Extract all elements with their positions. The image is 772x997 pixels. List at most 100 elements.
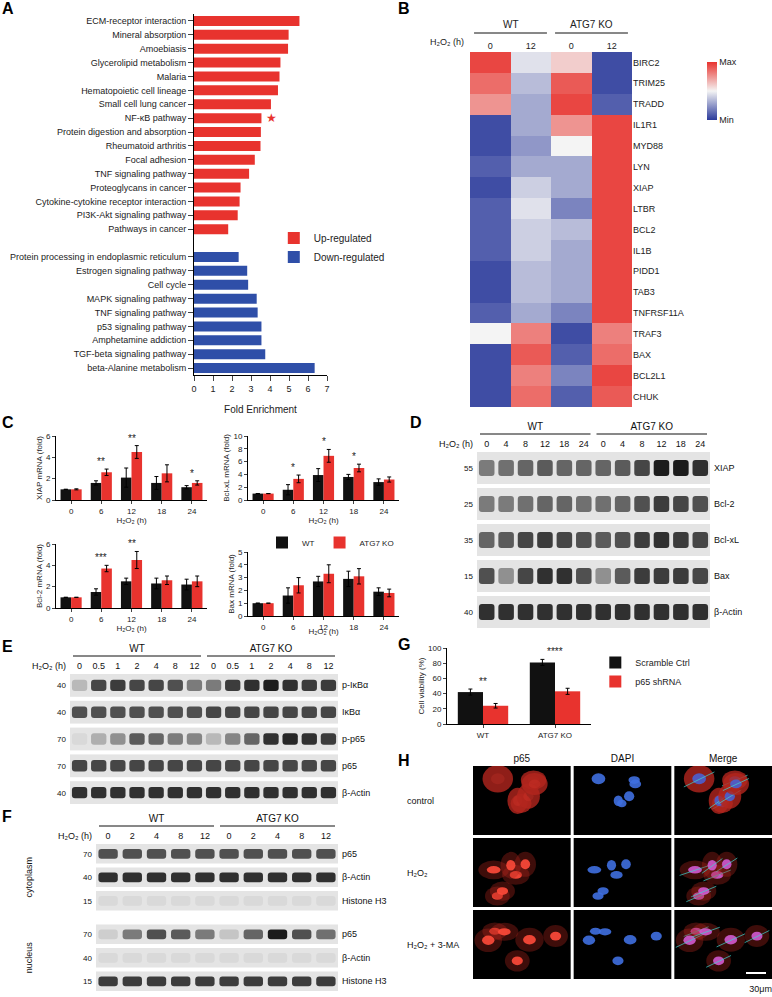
- svg-text:15: 15: [83, 977, 92, 986]
- svg-text:40: 40: [464, 608, 473, 617]
- svg-text:0: 0: [484, 439, 489, 449]
- svg-text:35: 35: [464, 536, 473, 545]
- svg-text:Small cell lung cancer: Small cell lung cancer: [99, 99, 187, 109]
- svg-text:Malaria: Malaria: [157, 72, 187, 82]
- svg-text:20: 20: [432, 705, 441, 714]
- svg-text:ATG7 KO: ATG7 KO: [250, 643, 293, 654]
- svg-text:Bcl-xL mRNA (fold): Bcl-xL mRNA (fold): [222, 434, 231, 502]
- svg-text:80: 80: [432, 659, 441, 668]
- svg-text:12: 12: [319, 507, 328, 516]
- svg-text:6: 6: [291, 507, 296, 516]
- svg-text:4: 4: [238, 470, 243, 479]
- svg-text:Protein digestion and absorpti: Protein digestion and absorption: [57, 127, 186, 137]
- svg-text:H₂O₂ (h): H₂O₂ (h): [116, 624, 147, 633]
- svg-text:30μm: 30μm: [749, 984, 772, 994]
- svg-text:Bcl-2 mRNA (fold): Bcl-2 mRNA (fold): [35, 544, 44, 608]
- svg-text:12: 12: [319, 623, 328, 632]
- svg-text:Fold Enrichment: Fold Enrichment: [224, 404, 297, 415]
- svg-text:NF-κB pathway: NF-κB pathway: [125, 113, 187, 123]
- svg-text:beta-Alanine metabolism: beta-Alanine metabolism: [87, 363, 186, 373]
- svg-text:70: 70: [83, 930, 92, 939]
- svg-text:Bax mRNA (fold): Bax mRNA (fold): [227, 554, 236, 614]
- svg-text:H₂O₂ + 3-MA: H₂O₂ + 3-MA: [407, 940, 459, 950]
- svg-text:Mineral absorption: Mineral absorption: [112, 30, 186, 40]
- svg-text:★: ★: [266, 111, 277, 125]
- svg-text:H₂O₂: H₂O₂: [407, 868, 428, 878]
- svg-text:XIAP mRNA (fold): XIAP mRNA (fold): [35, 436, 44, 500]
- svg-text:12: 12: [321, 831, 331, 841]
- svg-text:8: 8: [523, 439, 528, 449]
- svg-text:3: 3: [238, 573, 243, 582]
- svg-text:WT: WT: [477, 731, 490, 740]
- svg-text:Down-regulated: Down-regulated: [314, 252, 385, 263]
- svg-text:H₂O₂ (h): H₂O₂ (h): [439, 439, 473, 449]
- svg-text:5: 5: [286, 384, 291, 394]
- svg-text:ECM-receptor interaction: ECM-receptor interaction: [86, 16, 186, 26]
- svg-text:TRAF3: TRAF3: [633, 329, 662, 339]
- svg-text:40: 40: [57, 708, 66, 717]
- svg-text:24: 24: [187, 507, 196, 516]
- svg-text:18: 18: [676, 439, 686, 449]
- svg-text:12: 12: [526, 41, 536, 51]
- svg-text:nucleus: nucleus: [24, 942, 34, 974]
- svg-text:10: 10: [233, 432, 242, 441]
- svg-text:15: 15: [464, 572, 473, 581]
- svg-text:2: 2: [134, 661, 139, 671]
- svg-text:Bcl-xL: Bcl-xL: [714, 535, 739, 545]
- svg-text:****: ****: [547, 646, 563, 657]
- svg-text:*: *: [190, 468, 194, 479]
- svg-text:Hematopoietic cell lineage: Hematopoietic cell lineage: [81, 86, 186, 96]
- svg-text:0: 0: [77, 661, 82, 671]
- svg-text:6: 6: [99, 615, 104, 624]
- svg-text:Rheumatoid arthritis: Rheumatoid arthritis: [106, 141, 187, 151]
- svg-text:0: 0: [488, 41, 493, 51]
- svg-text:Scramble Ctrl: Scramble Ctrl: [635, 658, 690, 668]
- svg-text:4: 4: [275, 831, 280, 841]
- svg-text:Proteoglycans in cancer: Proteoglycans in cancer: [90, 183, 186, 193]
- svg-text:2: 2: [238, 483, 243, 492]
- svg-text:β-Actin: β-Actin: [714, 607, 742, 617]
- svg-text:control: control: [407, 796, 434, 806]
- svg-text:TRIM25: TRIM25: [633, 78, 665, 88]
- svg-text:p65: p65: [342, 761, 357, 771]
- svg-text:18: 18: [349, 507, 358, 516]
- svg-text:4: 4: [238, 561, 243, 570]
- svg-text:p65: p65: [342, 849, 357, 859]
- svg-text:24: 24: [579, 439, 589, 449]
- svg-text:4: 4: [46, 453, 51, 462]
- svg-text:2: 2: [268, 661, 273, 671]
- svg-text:0: 0: [238, 496, 243, 505]
- svg-text:1: 1: [238, 599, 243, 608]
- svg-text:Amoebiasis: Amoebiasis: [140, 44, 187, 54]
- svg-text:cytoplasm: cytoplasm: [24, 857, 34, 898]
- svg-text:4: 4: [620, 439, 625, 449]
- svg-text:8: 8: [178, 831, 183, 841]
- svg-text:40: 40: [57, 681, 66, 690]
- svg-text:IL1B: IL1B: [633, 246, 652, 256]
- svg-text:LTBR: LTBR: [633, 204, 656, 214]
- svg-text:6: 6: [238, 457, 243, 466]
- svg-text:WT: WT: [302, 539, 315, 548]
- svg-text:8: 8: [307, 661, 312, 671]
- svg-text:p65: p65: [513, 753, 530, 764]
- svg-text:0: 0: [261, 507, 266, 516]
- svg-text:**: **: [128, 538, 136, 549]
- svg-text:Cell viability (%): Cell viability (%): [417, 657, 426, 714]
- svg-text:ATG7 KO: ATG7 KO: [538, 731, 572, 740]
- svg-text:H₂O₂ (h): H₂O₂ (h): [308, 627, 339, 636]
- svg-text:55: 55: [464, 464, 473, 473]
- svg-text:β-Actin: β-Actin: [342, 872, 370, 882]
- svg-text:40: 40: [83, 954, 92, 963]
- svg-text:TNF signaling pathway: TNF signaling pathway: [95, 308, 187, 318]
- svg-text:LYN: LYN: [633, 162, 650, 172]
- svg-text:β-Actin: β-Actin: [342, 953, 370, 963]
- svg-text:Cytokine-cytokine receptor int: Cytokine-cytokine receptor interaction: [36, 197, 187, 207]
- svg-text:18: 18: [349, 623, 358, 632]
- svg-text:18: 18: [157, 615, 166, 624]
- svg-text:***: ***: [95, 552, 107, 563]
- svg-text:24: 24: [379, 623, 388, 632]
- svg-text:Merge: Merge: [709, 753, 738, 764]
- svg-text:ATG7 KO: ATG7 KO: [630, 421, 673, 432]
- svg-text:*: *: [352, 451, 356, 462]
- svg-text:H₂O₂ (h): H₂O₂ (h): [32, 661, 66, 671]
